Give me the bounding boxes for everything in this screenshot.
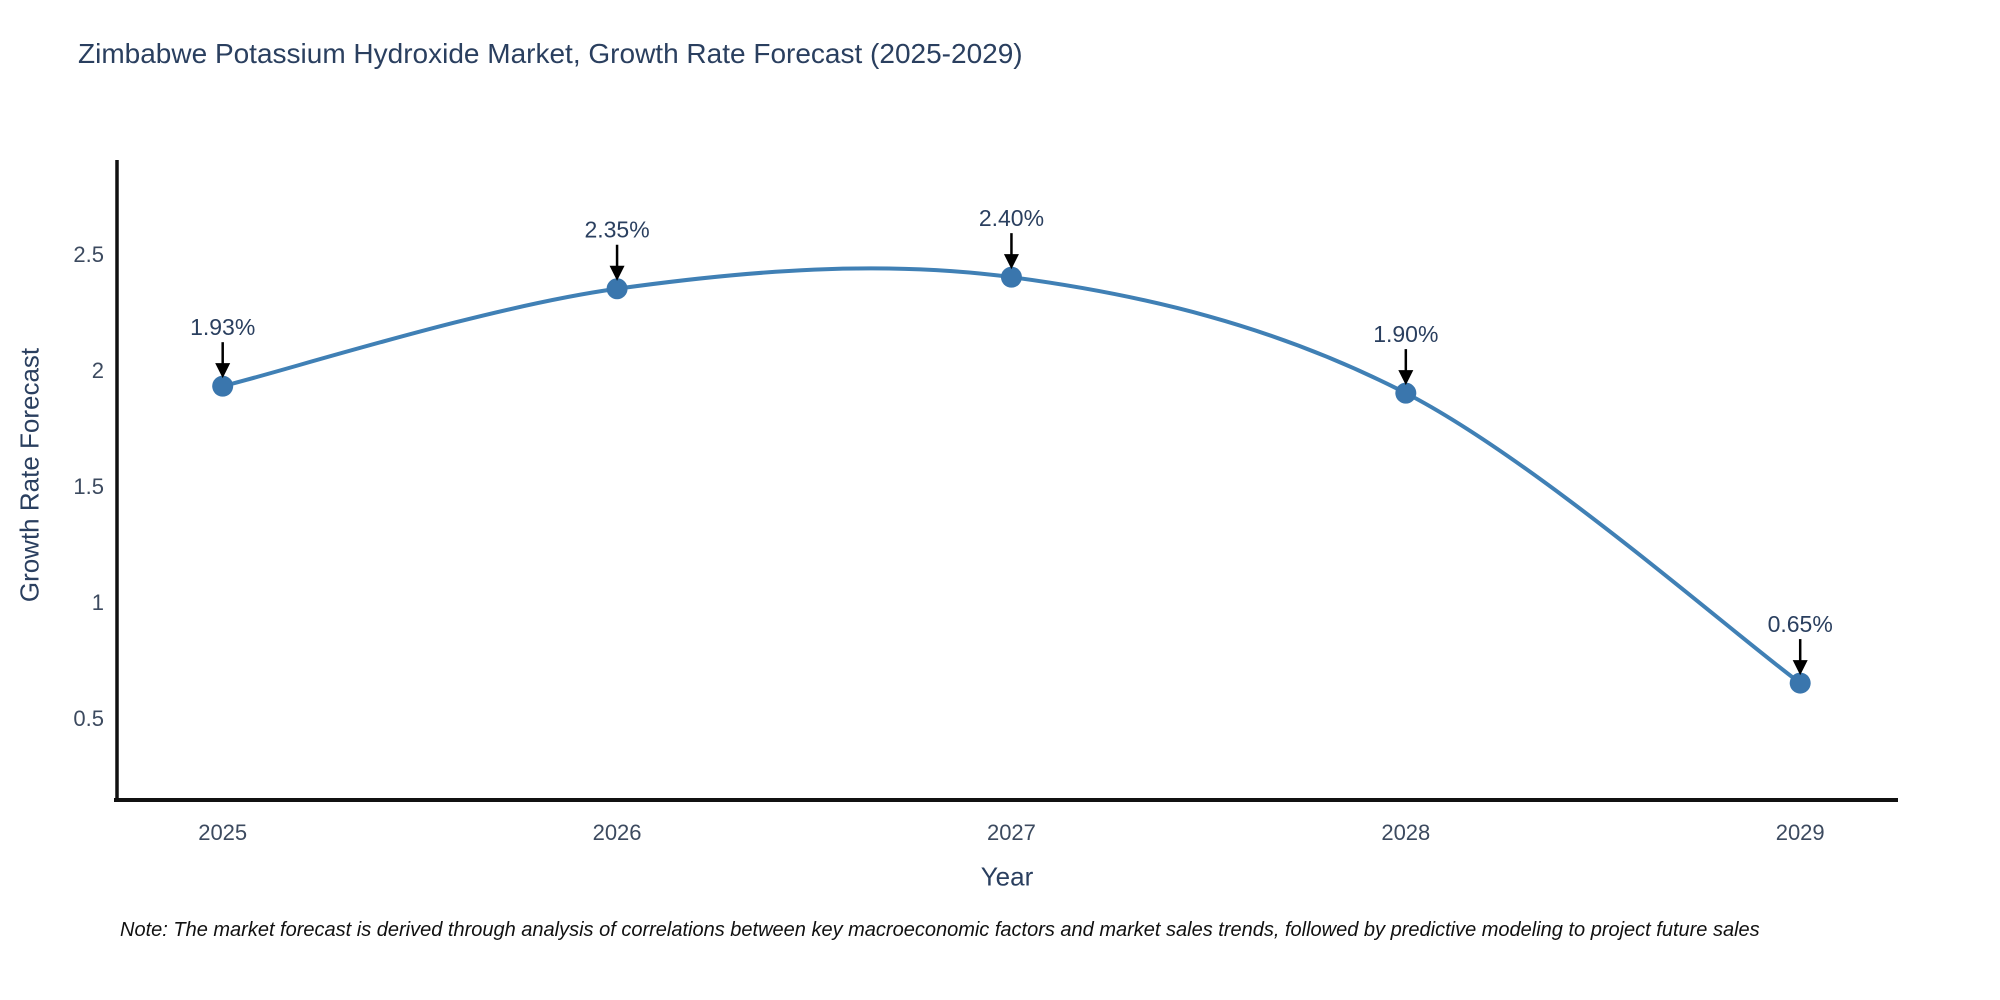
annotation-arrowhead [609, 265, 625, 281]
data-point-2029 [1789, 672, 1811, 694]
y-tick-label: 0.5 [73, 706, 104, 731]
x-tick-label: 2025 [198, 820, 247, 845]
y-tick-label: 2 [92, 358, 104, 383]
annotation-arrowhead [1003, 254, 1019, 270]
x-tick-label: 2026 [593, 820, 642, 845]
y-tick-label: 1 [92, 590, 104, 615]
annotation-arrowhead [1792, 660, 1808, 676]
point-value-label: 0.65% [1768, 611, 1833, 637]
footnote: Note: The market forecast is derived thr… [120, 919, 1760, 941]
y-tick-label: 1.5 [73, 474, 104, 499]
annotation-arrowhead [1398, 370, 1414, 386]
forecast-line [220, 266, 1803, 686]
chart-title: Zimbabwe Potassium Hydroxide Market, Gro… [78, 38, 1023, 69]
data-point-2028 [1395, 382, 1417, 404]
x-axis-title: Year [980, 861, 1034, 892]
point-value-label: 2.35% [584, 217, 649, 243]
x-tick-label: 2028 [1381, 820, 1430, 845]
x-tick-label: 2029 [1776, 820, 1825, 845]
y-tick-label: 2.5 [73, 242, 104, 267]
x-tick-label: 2027 [987, 820, 1036, 845]
data-point-2026 [606, 278, 628, 300]
data-point-2027 [1000, 266, 1022, 288]
point-value-label: 1.93% [190, 314, 255, 340]
annotation-arrowhead [215, 363, 231, 379]
point-value-label: 2.40% [979, 205, 1044, 231]
point-value-label: 1.90% [1373, 321, 1438, 347]
data-point-2025 [212, 375, 234, 397]
